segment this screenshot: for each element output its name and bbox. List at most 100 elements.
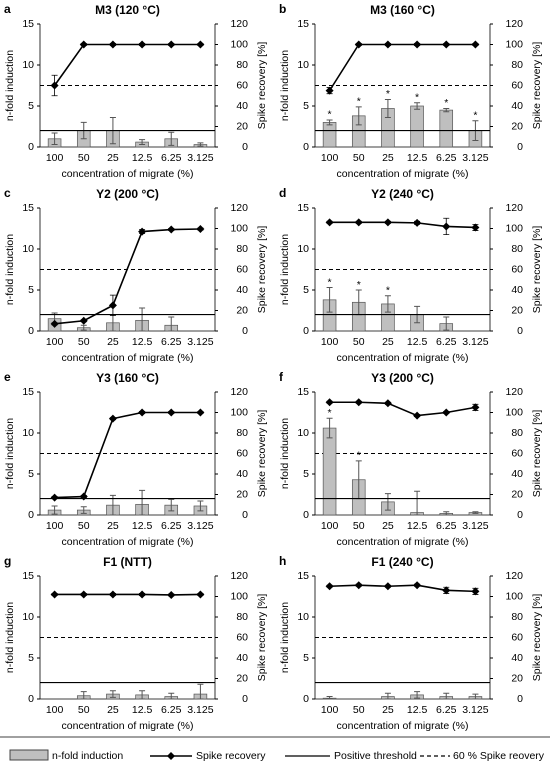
chart-title: F1 (NTT) (103, 555, 152, 569)
error-bar (384, 692, 391, 700)
error-bar (109, 690, 116, 698)
y2-tick-label: 120 (505, 386, 523, 398)
recovery-point (138, 590, 147, 599)
legend-label: Spike recovery (196, 750, 266, 762)
recovery-point (442, 408, 451, 417)
y-axis-label: n-fold induction (4, 234, 16, 305)
bar (322, 427, 337, 516)
y2-tick-label: 60 (511, 447, 523, 459)
recovery-line (53, 43, 201, 86)
y-tick-label: 15 (22, 570, 34, 582)
y2-tick-label: 20 (511, 672, 523, 684)
x-tick-label: 12.5 (407, 152, 428, 164)
error-bar (197, 683, 204, 700)
y-tick-label: 15 (22, 386, 34, 398)
legend-label: 60 % Spike reovery (453, 750, 545, 762)
recovery-point (196, 225, 205, 234)
y-tick-label: 15 (297, 570, 309, 582)
x-tick-label: 3.125 (187, 336, 213, 348)
recovery-point (108, 590, 117, 599)
y2-tick-label: 80 (511, 427, 523, 439)
recovery-point (383, 218, 392, 227)
y-tick-label: 10 (22, 243, 34, 255)
error-bar (51, 132, 58, 146)
y-tick-label: 5 (28, 652, 34, 664)
y-tick-label: 10 (22, 427, 34, 439)
y2-tick-label: 80 (236, 243, 248, 255)
recovery-line (329, 401, 476, 417)
y2-tick-label: 40 (236, 468, 248, 480)
recovery-line (329, 584, 476, 593)
y2-tick-label: 0 (242, 509, 248, 521)
recovery-point (167, 225, 176, 234)
panel-letter: g (4, 554, 11, 568)
recovery-point (108, 414, 117, 423)
error-bar (384, 493, 391, 511)
y-tick-label: 5 (303, 284, 309, 296)
x-tick-label: 6.25 (161, 336, 182, 348)
x-tick-label: 6.25 (161, 152, 182, 164)
error-bar (139, 139, 146, 146)
legend-label: Positive threshold (334, 750, 417, 762)
error-bar (80, 691, 87, 700)
error-bar (472, 511, 479, 514)
y2-axis-label: Spike recovery [%] (256, 42, 268, 130)
panel: d Y2 (240 °C) n-fold induction Spike recove… (279, 186, 543, 364)
panel: c Y2 (200 °C) n-fold induction Spike recove… (4, 186, 268, 364)
recovery-point (383, 582, 392, 591)
recovery-point (413, 581, 422, 590)
y2-tick-label: 100 (505, 406, 523, 418)
error-bar (51, 505, 58, 515)
y2-tick-label: 0 (242, 325, 248, 337)
error-bar (384, 295, 391, 313)
x-tick-label: 100 (46, 704, 64, 716)
y2-tick-label: 60 (511, 263, 523, 275)
y-tick-label: 5 (303, 468, 309, 480)
recovery-point (79, 40, 88, 49)
x-tick-label: 12.5 (132, 336, 153, 348)
legend-label: n-fold induction (52, 750, 123, 762)
panel-letter: b (279, 2, 286, 16)
significance-marker: * (357, 96, 361, 108)
error-bar (472, 693, 479, 700)
recovery-point (471, 403, 480, 412)
error-bar (197, 500, 204, 512)
x-tick-label: 12.5 (132, 152, 153, 164)
y2-tick-label: 40 (511, 652, 523, 664)
recovery-point (354, 581, 363, 590)
significance-marker: * (357, 279, 361, 291)
bar (439, 109, 454, 148)
recovery-point (50, 493, 59, 502)
y2-tick-label: 80 (511, 59, 523, 71)
recovery-line (54, 228, 201, 325)
y2-axis-label: Spike recovery [%] (531, 594, 543, 682)
y2-axis-label: Spike recovery [%] (531, 410, 543, 498)
recovery-point (325, 218, 334, 227)
x-tick-label: 25 (107, 336, 119, 348)
y-axis-label: n-fold induction (279, 602, 291, 673)
error-bar (443, 316, 450, 331)
error-bar (355, 106, 362, 126)
error-bar (384, 98, 391, 118)
y-axis-label: n-fold induction (4, 50, 16, 121)
significance-marker: * (328, 109, 332, 121)
significance-marker: * (357, 450, 361, 462)
x-tick-label: 6.25 (161, 704, 182, 716)
y2-tick-label: 120 (230, 18, 248, 30)
recovery-point (442, 586, 451, 595)
y2-tick-label: 0 (517, 693, 523, 705)
y2-tick-label: 0 (517, 141, 523, 153)
y-tick-label: 0 (28, 141, 34, 153)
panel: f Y3 (200 °C) n-fold induction Spike recove… (279, 370, 543, 548)
y2-tick-label: 20 (236, 488, 248, 500)
y2-tick-label: 60 (236, 79, 248, 91)
y2-tick-label: 20 (236, 120, 248, 132)
significance-marker: * (444, 97, 448, 109)
y2-tick-label: 80 (236, 427, 248, 439)
x-axis-label: concentration of migrate (%) (337, 720, 469, 732)
chart-title: M3 (160 °C) (370, 3, 435, 17)
y-tick-label: 10 (297, 611, 309, 623)
x-tick-label: 50 (78, 704, 90, 716)
recovery-point (167, 40, 176, 49)
x-tick-label: 25 (382, 704, 394, 716)
